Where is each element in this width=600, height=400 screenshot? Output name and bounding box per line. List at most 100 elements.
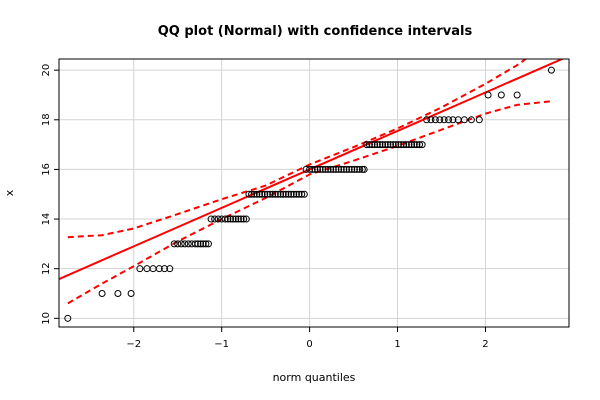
data-point: [324, 165, 332, 173]
data-point: [255, 190, 263, 198]
data-point: [353, 165, 361, 173]
data-point: [392, 141, 400, 149]
data-point: [348, 165, 356, 173]
data-point: [282, 190, 290, 198]
data-point: [335, 165, 343, 173]
data-point: [127, 290, 135, 297]
fit-line: [59, 59, 565, 280]
data-point: [337, 165, 345, 173]
data-point: [345, 165, 353, 173]
y-tick-label: 12: [41, 262, 52, 275]
data-point: [427, 116, 435, 124]
data-point: [410, 141, 418, 149]
data-point: [329, 165, 337, 173]
data-point: [513, 91, 521, 99]
data-point: [311, 165, 319, 173]
data-point: [242, 215, 250, 223]
data-point: [440, 116, 448, 124]
data-point: [250, 190, 258, 198]
data-point: [224, 215, 232, 223]
data-point: [298, 190, 306, 198]
data-point: [287, 190, 295, 198]
data-point: [379, 141, 387, 149]
grid-lines: [59, 59, 569, 327]
data-point: [413, 141, 421, 149]
data-point: [279, 190, 287, 198]
data-point: [114, 290, 122, 297]
data-point: [547, 66, 555, 74]
data-point: [314, 165, 322, 173]
data-point: [397, 141, 405, 149]
data-point: [261, 190, 269, 198]
data-point: [360, 165, 368, 173]
data-point: [245, 190, 253, 198]
data-point: [174, 240, 182, 248]
x-axis: −2 −1 0 1 2: [126, 327, 489, 350]
data-point: [211, 215, 219, 223]
data-point: [408, 141, 416, 149]
data-point: [269, 190, 277, 198]
data-point: [484, 91, 492, 99]
data-points: [64, 66, 555, 322]
y-axis-label: x: [3, 189, 16, 196]
data-point: [277, 190, 285, 198]
data-point: [204, 240, 212, 248]
data-point: [306, 165, 314, 173]
data-point: [274, 190, 282, 198]
data-point: [319, 165, 327, 173]
data-point: [321, 165, 329, 173]
data-point: [240, 215, 248, 223]
data-point: [350, 165, 358, 173]
data-point: [418, 141, 426, 149]
data-point: [226, 215, 234, 223]
data-point: [161, 265, 169, 273]
data-point: [197, 240, 205, 248]
data-point: [194, 240, 202, 248]
data-point: [368, 141, 376, 149]
data-point: [467, 116, 475, 124]
confidence-lower-line: [67, 100, 552, 305]
data-point: [365, 141, 373, 149]
data-point: [316, 165, 324, 173]
data-point: [373, 141, 381, 149]
data-point: [445, 116, 453, 124]
data-point: [266, 190, 274, 198]
data-point: [292, 190, 300, 198]
data-point: [300, 190, 308, 198]
data-point: [405, 141, 413, 149]
y-tick-label: 20: [41, 64, 52, 77]
data-point: [229, 215, 237, 223]
data-point: [258, 190, 266, 198]
x-tick-label: −1: [214, 339, 229, 350]
y-axis: 10 12 14 16 18 20: [41, 64, 59, 325]
data-point: [308, 165, 316, 173]
data-point: [232, 215, 240, 223]
confidence-bands: [67, 59, 552, 305]
data-point: [181, 240, 189, 248]
y-tick-label: 18: [41, 113, 52, 126]
data-point: [155, 265, 163, 273]
data-point: [207, 215, 215, 223]
data-point: [460, 116, 468, 124]
x-axis-label: norm quantiles: [273, 371, 356, 384]
data-point: [387, 141, 394, 149]
data-point: [436, 116, 444, 124]
data-point: [384, 141, 392, 149]
data-point: [371, 141, 379, 149]
data-point: [237, 215, 245, 223]
data-point: [248, 190, 256, 198]
data-point: [343, 165, 351, 173]
data-point: [202, 240, 210, 248]
data-point: [253, 190, 261, 198]
data-point: [199, 240, 207, 248]
data-point: [271, 190, 279, 198]
y-tick-label: 10: [41, 312, 52, 325]
data-point: [170, 240, 178, 248]
data-point: [166, 265, 174, 273]
data-point: [136, 265, 144, 273]
plot-frame: [58, 58, 570, 328]
data-point: [263, 190, 271, 198]
x-tick-label: 2: [482, 339, 488, 350]
data-point: [389, 141, 397, 149]
